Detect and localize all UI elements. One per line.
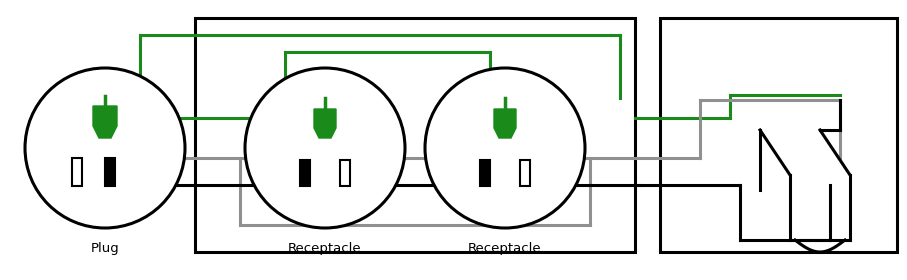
Polygon shape <box>314 109 336 138</box>
Circle shape <box>425 68 585 228</box>
Bar <box>300 160 310 186</box>
Bar <box>480 160 490 186</box>
Bar <box>660 18 897 252</box>
Bar <box>520 160 530 186</box>
Circle shape <box>245 68 405 228</box>
Circle shape <box>25 68 185 228</box>
Text: Receptacle: Receptacle <box>288 242 362 255</box>
Text: Receptacle: Receptacle <box>468 242 541 255</box>
Bar <box>340 160 350 186</box>
Bar <box>105 158 115 186</box>
Text: Plug: Plug <box>91 242 120 255</box>
Polygon shape <box>494 109 516 138</box>
Polygon shape <box>93 106 117 138</box>
Bar <box>195 18 635 252</box>
Bar <box>72 158 82 186</box>
